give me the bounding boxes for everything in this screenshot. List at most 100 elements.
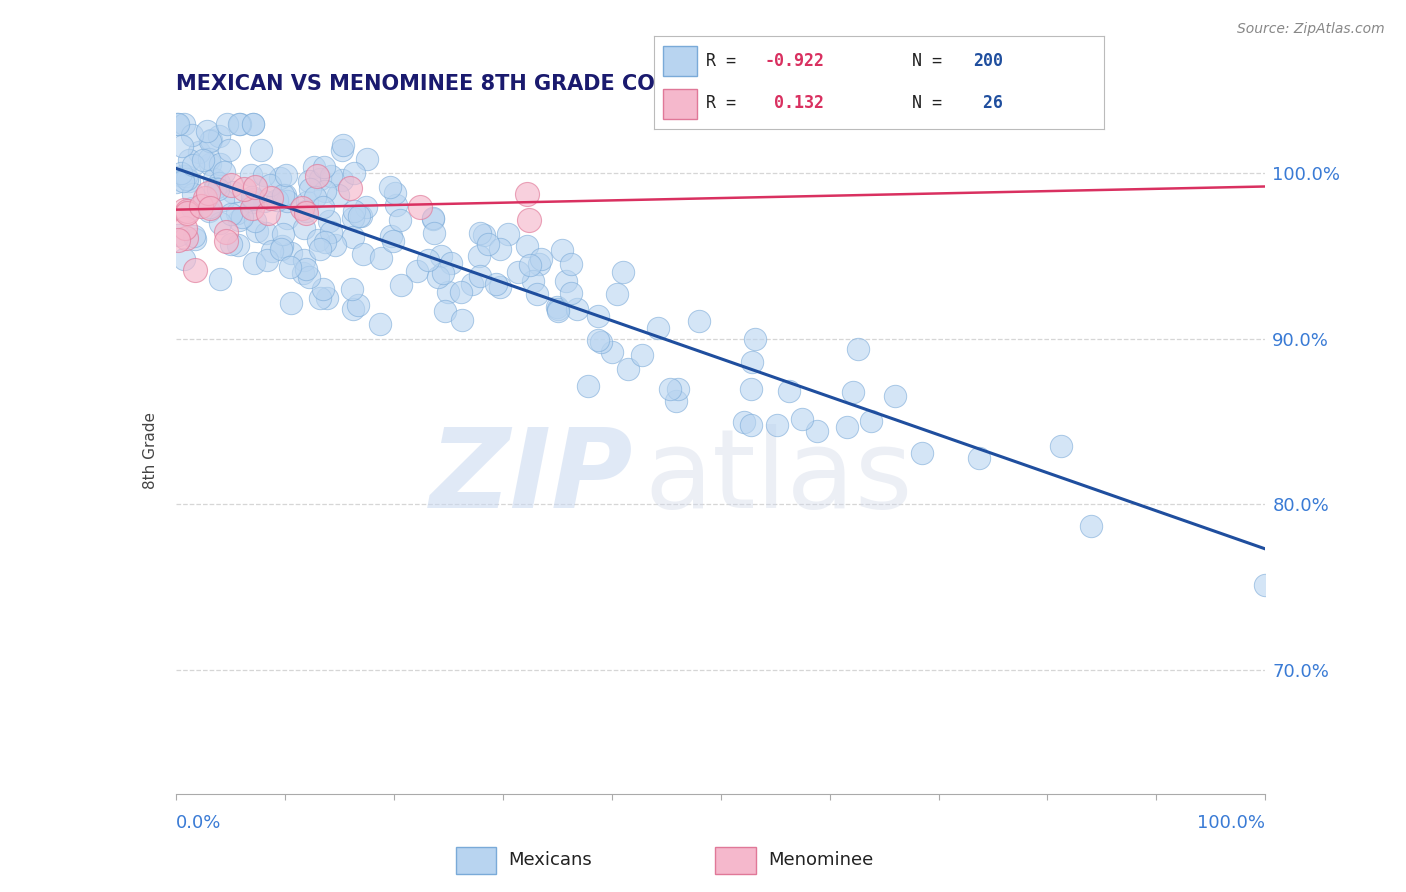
Point bbox=[508, 265, 530, 279]
Point bbox=[207, 181, 229, 195]
Point bbox=[318, 214, 340, 228]
Point bbox=[228, 213, 250, 227]
Point bbox=[172, 174, 194, 188]
Point bbox=[298, 269, 321, 284]
Point bbox=[271, 227, 294, 242]
Point bbox=[165, 174, 187, 188]
Point bbox=[450, 285, 472, 299]
Point bbox=[170, 169, 193, 183]
FancyBboxPatch shape bbox=[456, 847, 496, 873]
Text: 100.0%: 100.0% bbox=[1198, 814, 1265, 832]
Point bbox=[212, 193, 235, 207]
Point bbox=[212, 164, 235, 178]
Point bbox=[180, 128, 202, 143]
Point bbox=[197, 152, 219, 166]
Point bbox=[280, 245, 302, 260]
Point bbox=[253, 168, 276, 182]
Point bbox=[384, 186, 406, 201]
Point bbox=[262, 244, 284, 259]
Point bbox=[295, 206, 318, 220]
Point bbox=[516, 187, 538, 202]
Point bbox=[339, 180, 361, 194]
Point bbox=[195, 123, 218, 137]
Point bbox=[194, 191, 217, 205]
FancyBboxPatch shape bbox=[662, 89, 696, 119]
Point bbox=[741, 354, 763, 368]
Point bbox=[617, 362, 640, 376]
Point bbox=[430, 249, 453, 263]
Point bbox=[309, 172, 332, 186]
Text: ZIP: ZIP bbox=[430, 425, 633, 532]
Point bbox=[664, 393, 686, 408]
Point bbox=[342, 230, 364, 244]
Point bbox=[472, 228, 495, 243]
Point bbox=[242, 192, 264, 206]
Text: N =: N = bbox=[912, 95, 952, 112]
FancyBboxPatch shape bbox=[662, 46, 696, 76]
Point bbox=[498, 227, 520, 241]
Point bbox=[170, 138, 193, 153]
Point bbox=[228, 238, 250, 252]
Point bbox=[422, 212, 444, 227]
Point bbox=[208, 176, 231, 190]
Point bbox=[298, 174, 321, 188]
FancyBboxPatch shape bbox=[716, 847, 755, 873]
Point bbox=[477, 236, 499, 251]
Point bbox=[350, 209, 373, 223]
Point bbox=[273, 188, 295, 202]
Point bbox=[530, 252, 553, 266]
Point bbox=[219, 207, 242, 221]
Point bbox=[356, 152, 378, 166]
Point bbox=[588, 310, 610, 324]
Point bbox=[326, 187, 349, 202]
Point bbox=[214, 225, 236, 239]
Point bbox=[389, 277, 412, 292]
Text: R =: R = bbox=[706, 52, 745, 70]
Point bbox=[778, 384, 800, 398]
Point bbox=[440, 256, 463, 270]
Point bbox=[368, 318, 391, 332]
Point bbox=[215, 117, 238, 131]
Point bbox=[254, 226, 277, 240]
Point bbox=[173, 221, 195, 235]
Y-axis label: 8th Grade: 8th Grade bbox=[142, 412, 157, 489]
Point bbox=[342, 283, 364, 297]
Point bbox=[266, 193, 288, 207]
Point bbox=[314, 184, 336, 198]
Point bbox=[547, 304, 569, 318]
Point bbox=[174, 231, 197, 245]
Point bbox=[422, 211, 444, 225]
Point bbox=[806, 425, 828, 439]
Point bbox=[239, 168, 262, 182]
Point bbox=[256, 252, 278, 267]
Point bbox=[292, 220, 315, 235]
Point bbox=[744, 332, 766, 346]
Text: MEXICAN VS MENOMINEE 8TH GRADE CORRELATION CHART: MEXICAN VS MENOMINEE 8TH GRADE CORRELATI… bbox=[176, 74, 870, 95]
Point bbox=[184, 263, 207, 277]
Point bbox=[527, 257, 550, 271]
Text: 26: 26 bbox=[973, 95, 1004, 112]
Point bbox=[307, 233, 329, 247]
Point bbox=[292, 253, 315, 268]
Point bbox=[526, 286, 548, 301]
Text: Mexicans: Mexicans bbox=[508, 851, 592, 869]
Point bbox=[202, 172, 225, 186]
Point bbox=[323, 238, 346, 252]
Point bbox=[222, 185, 245, 199]
Point bbox=[519, 259, 541, 273]
Point bbox=[302, 160, 325, 174]
Point bbox=[295, 204, 318, 219]
Point bbox=[198, 203, 221, 218]
Point bbox=[229, 117, 252, 131]
Point bbox=[423, 227, 446, 241]
Point bbox=[173, 252, 195, 266]
Point bbox=[177, 174, 200, 188]
Point bbox=[842, 384, 865, 399]
Point bbox=[342, 301, 364, 316]
Point bbox=[198, 135, 221, 149]
Point bbox=[292, 266, 315, 280]
Point bbox=[1254, 577, 1277, 591]
Point bbox=[243, 179, 266, 194]
Point bbox=[846, 342, 869, 356]
Text: 200: 200 bbox=[973, 52, 1004, 70]
